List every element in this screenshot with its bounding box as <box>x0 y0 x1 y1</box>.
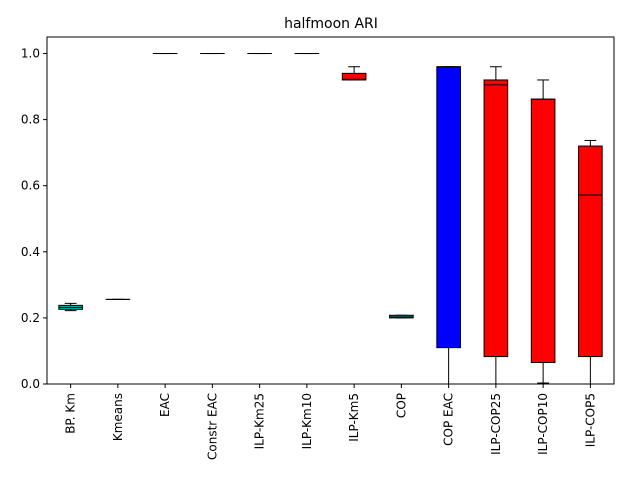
y-tick-label: 0.0 <box>21 377 40 391</box>
y-tick-label: 1.0 <box>21 47 40 61</box>
box-bp-km <box>58 302 83 312</box>
y-tick-label: 0.4 <box>21 245 40 259</box>
y-tick-label: 0.6 <box>21 179 40 193</box>
box-body <box>436 66 461 349</box>
box-cop <box>389 314 414 319</box>
box-ilp-cop10 <box>530 79 556 384</box>
x-tick-label: EAC <box>158 393 172 417</box>
box-cop-eac <box>436 66 461 385</box>
box-ilp-cop25 <box>483 66 509 385</box>
chart-title: halfmoon ARI <box>284 16 378 32</box>
box-body <box>578 145 603 358</box>
y-axis: 0.0 0.2 0.4 0.6 0.8 1.0 <box>21 47 47 391</box>
x-tick-label: ILP-COP25 <box>489 393 503 455</box>
box-ilp-cop5 <box>578 139 603 385</box>
box-ilp-km5 <box>341 66 367 81</box>
y-tick-label: 0.8 <box>21 113 40 127</box>
box-body <box>530 98 556 364</box>
box-body <box>341 72 367 81</box>
x-tick-label: Kmeans <box>111 393 125 441</box>
x-tick-label: COP <box>394 393 408 418</box>
y-tick-label: 0.2 <box>21 311 40 325</box>
x-tick-label: ILP-Km25 <box>253 393 267 449</box>
box-body <box>483 79 509 358</box>
x-tick-label: ILP-COP10 <box>536 393 550 455</box>
plot-frame <box>46 36 615 385</box>
x-tick-label: COP EAC <box>442 393 456 446</box>
box-plot-series <box>58 53 603 385</box>
x-tick-label: Constr EAC <box>205 393 219 460</box>
x-tick-label: BP. Km <box>64 393 78 434</box>
x-tick-label: ILP-COP5 <box>583 393 597 447</box>
x-tick-label: ILP-Km5 <box>347 393 361 442</box>
x-axis: BP. Km Kmeans EAC Constr EAC ILP-Km25 ILP-Km1… <box>64 384 597 460</box>
x-tick-label: ILP-Km10 <box>300 393 314 449</box>
